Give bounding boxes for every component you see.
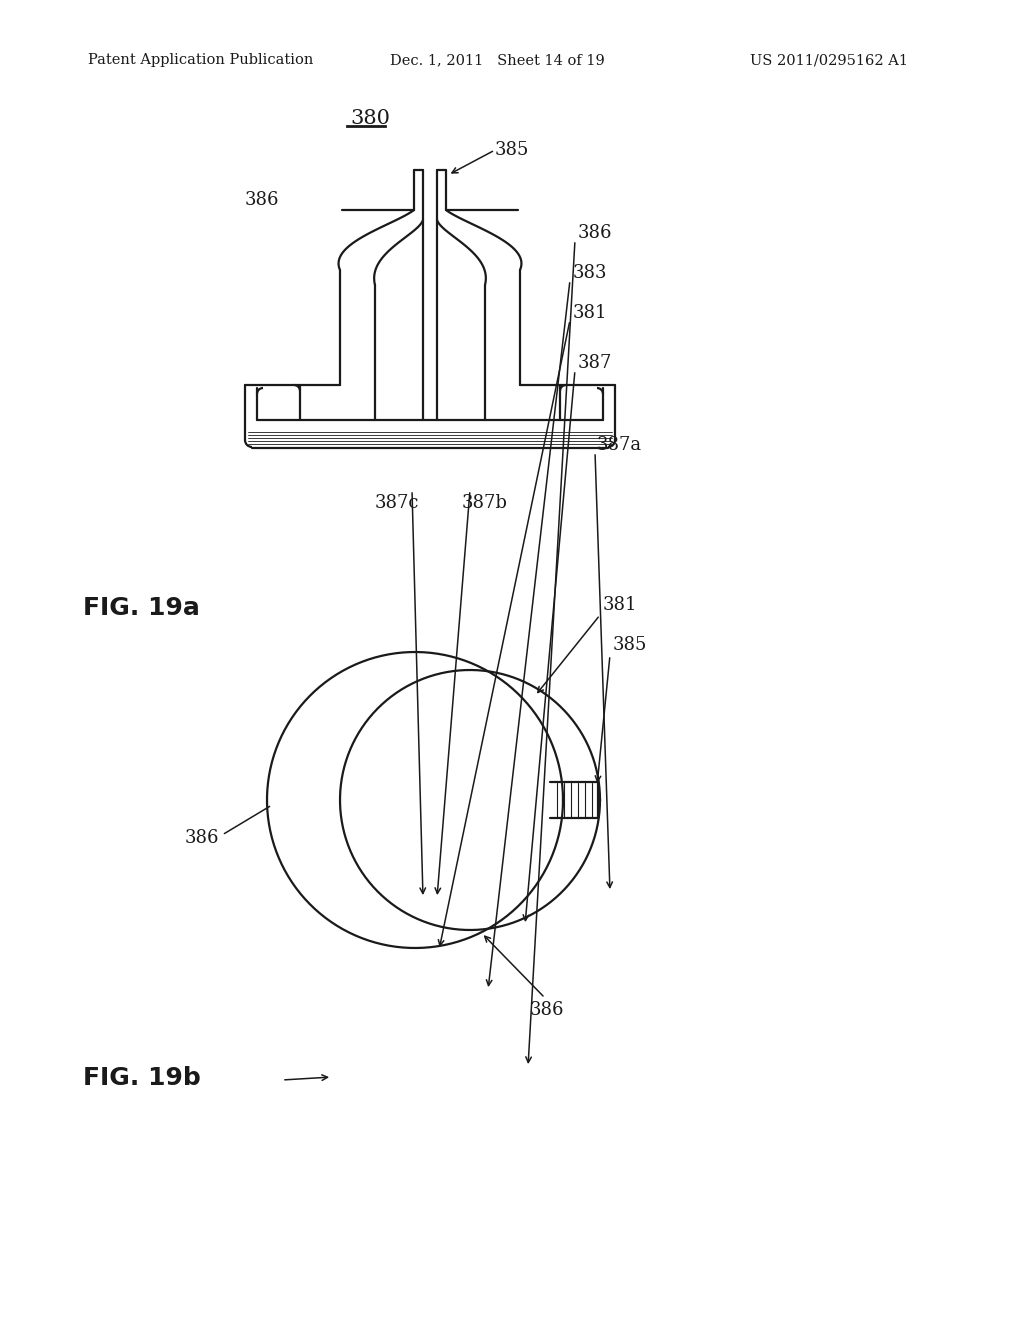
Text: 386: 386	[245, 191, 280, 209]
Text: 385: 385	[613, 636, 647, 653]
Text: FIG. 19a: FIG. 19a	[83, 597, 200, 620]
Text: 386: 386	[185, 829, 219, 847]
Text: Patent Application Publication: Patent Application Publication	[88, 53, 313, 67]
Text: 387c: 387c	[375, 494, 420, 512]
Text: 387a: 387a	[597, 436, 642, 454]
Text: 387b: 387b	[462, 494, 508, 512]
Text: 380: 380	[350, 108, 390, 128]
Text: Dec. 1, 2011   Sheet 14 of 19: Dec. 1, 2011 Sheet 14 of 19	[390, 53, 605, 67]
Text: FIG. 19b: FIG. 19b	[83, 1067, 201, 1090]
Text: 383: 383	[573, 264, 607, 282]
Text: 381: 381	[603, 597, 638, 614]
Text: 386: 386	[578, 224, 612, 242]
Text: 381: 381	[573, 304, 607, 322]
Text: 387: 387	[578, 354, 612, 372]
Text: 386: 386	[530, 1001, 564, 1019]
Text: 385: 385	[495, 141, 529, 158]
Text: US 2011/0295162 A1: US 2011/0295162 A1	[750, 53, 908, 67]
